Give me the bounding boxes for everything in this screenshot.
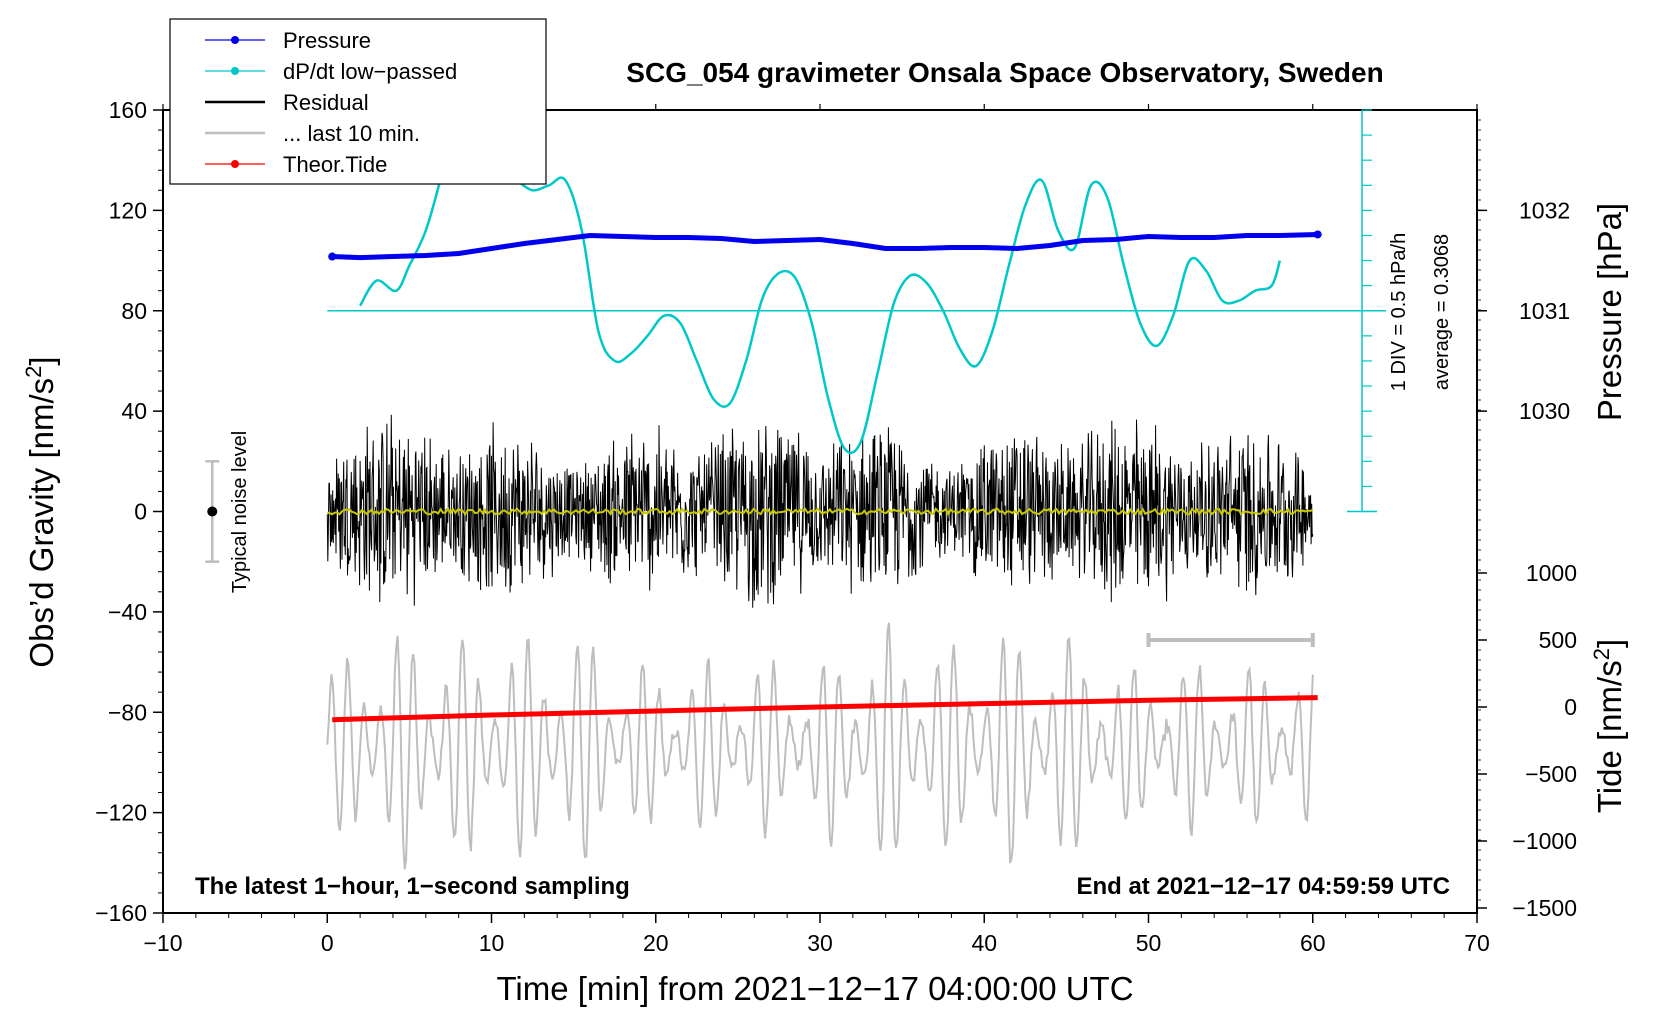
y-tick-label: 80 bbox=[121, 298, 147, 324]
x-tick-label: 70 bbox=[1464, 930, 1490, 956]
x-tick-label: 30 bbox=[807, 930, 833, 956]
y-axis-label-sup: 2 bbox=[21, 366, 46, 378]
pressure-axis-label: Pressure [hPa] bbox=[1591, 203, 1628, 421]
tide-tick-label: −1000 bbox=[1512, 828, 1577, 854]
y-tick-label: 120 bbox=[109, 197, 147, 223]
pressure-start-point bbox=[328, 252, 337, 261]
tide-tick-label: 0 bbox=[1564, 694, 1577, 720]
tide-axis-label: Tide [nm/s2] bbox=[1589, 639, 1629, 813]
legend: Pressure dP/dt low−passed Residual ... last… bbox=[205, 28, 457, 177]
last-10-min-line bbox=[326, 622, 1314, 870]
legend-label: Pressure bbox=[283, 28, 371, 53]
legend-marker bbox=[231, 67, 239, 75]
x-axis-label: Time [min] from 2021−12−17 04:00:00 UTC bbox=[496, 970, 1133, 1007]
dpdt-scale-label: 1 DIV = 0.5 hPa/h bbox=[1388, 233, 1410, 391]
residual-mean-line bbox=[327, 507, 1314, 517]
y-tick-label: −80 bbox=[108, 699, 147, 725]
chart-title: SCG_054 gravimeter Onsala Space Observat… bbox=[626, 57, 1383, 88]
x-tick-label: 40 bbox=[971, 930, 997, 956]
y-axis-label-end: ] bbox=[23, 356, 60, 365]
y-tick-label: 40 bbox=[121, 398, 147, 424]
x-tick-label: 20 bbox=[643, 930, 669, 956]
tide-axis-label-main: Tide [nm/s bbox=[1591, 660, 1628, 813]
dpdt-scale-axis bbox=[327, 109, 1387, 513]
end-time-note: End at 2021−12−17 04:59:59 UTC bbox=[1076, 873, 1450, 900]
tide-line bbox=[332, 695, 1318, 723]
pressure-tick-label: 1030 bbox=[1519, 398, 1570, 424]
y-axis-label-main: Obs’d Gravity [nm/s bbox=[23, 378, 60, 668]
tide-tick-label: 500 bbox=[1539, 627, 1577, 653]
y-tick-label: −160 bbox=[95, 900, 147, 926]
legend-marker bbox=[231, 160, 239, 168]
pressure-tick-label: 1031 bbox=[1519, 298, 1570, 324]
legend-label: ... last 10 min. bbox=[283, 121, 420, 146]
y-tick-label: −40 bbox=[108, 599, 147, 625]
tide-tick-label: −1500 bbox=[1512, 895, 1577, 921]
legend-marker bbox=[231, 36, 239, 44]
sampling-note: The latest 1−hour, 1−second sampling bbox=[195, 873, 630, 900]
y-axis-label: Obs’d Gravity [nm/s2] bbox=[21, 356, 61, 667]
tide-tick-label: −500 bbox=[1525, 761, 1577, 787]
pressure-tick-label: 1032 bbox=[1519, 197, 1570, 223]
tide-tick-label: 1000 bbox=[1526, 560, 1577, 586]
last-10-min-range-bar bbox=[1146, 633, 1315, 647]
x-tick-label: 0 bbox=[321, 930, 334, 956]
legend-label: Residual bbox=[283, 90, 369, 115]
residual-line bbox=[326, 414, 1314, 608]
y-tick-label: 160 bbox=[109, 97, 147, 123]
legend-label: Theor.Tide bbox=[283, 152, 387, 177]
noise-level-indicator bbox=[205, 460, 220, 563]
residual-mean-group bbox=[327, 507, 1314, 517]
dpdt-average-label: average = 0.3068 bbox=[1431, 234, 1453, 390]
noise-level-label: Typical noise level bbox=[229, 431, 251, 593]
noise-center-dot bbox=[207, 506, 218, 517]
x-tick-label: −10 bbox=[143, 930, 182, 956]
x-tick-label: 60 bbox=[1300, 930, 1326, 956]
residual-series-group bbox=[326, 414, 1314, 608]
last-10-min-series-group bbox=[326, 622, 1314, 870]
tide-series-group bbox=[332, 695, 1318, 723]
tide-axis-label-sup: 2 bbox=[1589, 648, 1614, 660]
pressure-line bbox=[332, 232, 1318, 261]
axis-ticks: −10 0 10 20 30 40 50 60 70 160 120 80 40 0 −40 −80 −120 −… bbox=[95, 97, 1577, 956]
y-tick-label: −120 bbox=[95, 800, 147, 826]
y-tick-label: 0 bbox=[134, 499, 147, 525]
x-tick-label: 10 bbox=[479, 930, 505, 956]
pressure-series-group bbox=[328, 230, 1322, 261]
tide-axis-label-end: ] bbox=[1591, 639, 1628, 648]
legend-label: dP/dt low−passed bbox=[283, 59, 457, 84]
pressure-end-point bbox=[1313, 230, 1322, 239]
x-tick-label: 50 bbox=[1136, 930, 1162, 956]
